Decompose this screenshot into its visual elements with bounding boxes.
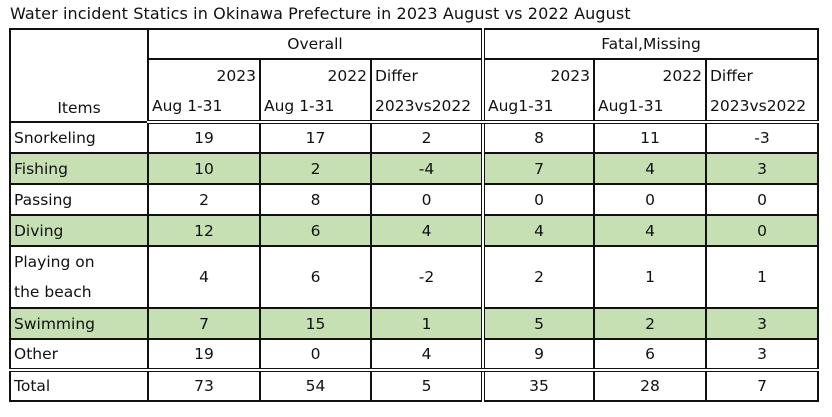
row-item-label: Playing on the beach: [9, 245, 149, 309]
value-cell: 17: [259, 121, 372, 154]
value-cell: 0: [705, 183, 819, 216]
row-item-label-line: Playing on: [14, 253, 95, 271]
header-overall-2022-range: Aug 1-31: [259, 91, 372, 124]
value-cell: 0: [705, 214, 819, 247]
value-cell: 3: [705, 338, 819, 372]
header-fatal-differ: Differ: [705, 58, 819, 91]
row-item-label: Other: [9, 338, 149, 372]
value-cell: 2: [370, 121, 484, 154]
value-cell: 5: [481, 307, 595, 340]
table-row: Passing 2 8 0 0 0 0: [9, 183, 819, 216]
header-overall-differ-sub: 2023vs2022: [370, 91, 484, 124]
header-overall-2023-range: Aug 1-31: [147, 91, 261, 124]
table-title: Water incident Statics in Okinawa Prefec…: [10, 4, 631, 23]
value-cell: 6: [259, 245, 372, 309]
value-cell: 28: [593, 369, 707, 402]
incident-table: Items Overall Fatal,Missing 2023 2022 Di…: [9, 28, 819, 402]
value-cell: 4: [593, 214, 707, 247]
value-cell: -2: [370, 245, 484, 309]
value-cell: 12: [147, 214, 261, 247]
table-row: Playing on the beach 4 6 -2 2 1 1: [9, 245, 819, 309]
value-cell: 1: [370, 307, 484, 340]
row-item-label-line: the beach: [14, 283, 92, 301]
header-overall-2023-year: 2023: [147, 58, 261, 91]
table-row: Fishing 10 2 -4 7 4 3: [9, 152, 819, 185]
value-cell: 8: [481, 121, 595, 154]
value-cell: 9: [481, 338, 595, 372]
value-cell: 0: [370, 183, 484, 216]
value-cell: 15: [259, 307, 372, 340]
value-cell: 2: [593, 307, 707, 340]
header-fatal-differ-sub: 2023vs2022: [705, 91, 819, 124]
row-item-label: Snorkeling: [9, 121, 149, 154]
value-cell: 4: [370, 338, 484, 372]
table-row: Swimming 7 15 1 5 2 3: [9, 307, 819, 340]
value-cell: 6: [259, 214, 372, 247]
header-overall-2022-year: 2022: [259, 58, 372, 91]
value-cell: -3: [705, 121, 819, 154]
header-fatal-2022-range: Aug1-31: [593, 91, 707, 124]
value-cell: 73: [147, 369, 261, 402]
header-overall-differ: Differ: [370, 58, 484, 91]
value-cell: 4: [370, 214, 484, 247]
row-item-label: Total: [9, 369, 149, 402]
table-row: Other 19 0 4 9 6 3: [9, 338, 819, 372]
table-row: Snorkeling 19 17 2 8 11 -3: [9, 121, 819, 154]
value-cell: 4: [147, 245, 261, 309]
value-cell: 4: [593, 152, 707, 185]
header-fatal-2022-year: 2022: [593, 58, 707, 91]
value-cell: 0: [481, 183, 595, 216]
table-row: Diving 12 6 4 4 4 0: [9, 214, 819, 247]
value-cell: 54: [259, 369, 372, 402]
value-cell: 8: [259, 183, 372, 216]
value-cell: 0: [593, 183, 707, 216]
value-cell: 5: [370, 369, 484, 402]
value-cell: 10: [147, 152, 261, 185]
row-item-label: Diving: [9, 214, 149, 247]
value-cell: 7: [481, 152, 595, 185]
row-item-label: Passing: [9, 183, 149, 216]
value-cell: 35: [481, 369, 595, 402]
header-fatal-2023-range: Aug1-31: [481, 91, 595, 124]
value-cell: 2: [259, 152, 372, 185]
value-cell: 1: [593, 245, 707, 309]
value-cell: 19: [147, 121, 261, 154]
value-cell: 19: [147, 338, 261, 372]
value-cell: 7: [705, 369, 819, 402]
value-cell: 4: [481, 214, 595, 247]
value-cell: 0: [259, 338, 372, 372]
value-cell: 7: [147, 307, 261, 340]
value-cell: 11: [593, 121, 707, 154]
header-items: Items: [9, 28, 149, 123]
row-item-label: Swimming: [9, 307, 149, 340]
value-cell: 2: [481, 245, 595, 309]
table-row: Total 73 54 5 35 28 7: [9, 369, 819, 402]
value-cell: -4: [370, 152, 484, 185]
header-fatal-2023-year: 2023: [481, 58, 595, 91]
value-cell: 1: [705, 245, 819, 309]
value-cell: 3: [705, 152, 819, 185]
value-cell: 6: [593, 338, 707, 372]
header-fatal-missing: Fatal,Missing: [481, 28, 819, 60]
header-overall: Overall: [147, 28, 484, 60]
value-cell: 3: [705, 307, 819, 340]
value-cell: 2: [147, 183, 261, 216]
row-item-label: Fishing: [9, 152, 149, 185]
